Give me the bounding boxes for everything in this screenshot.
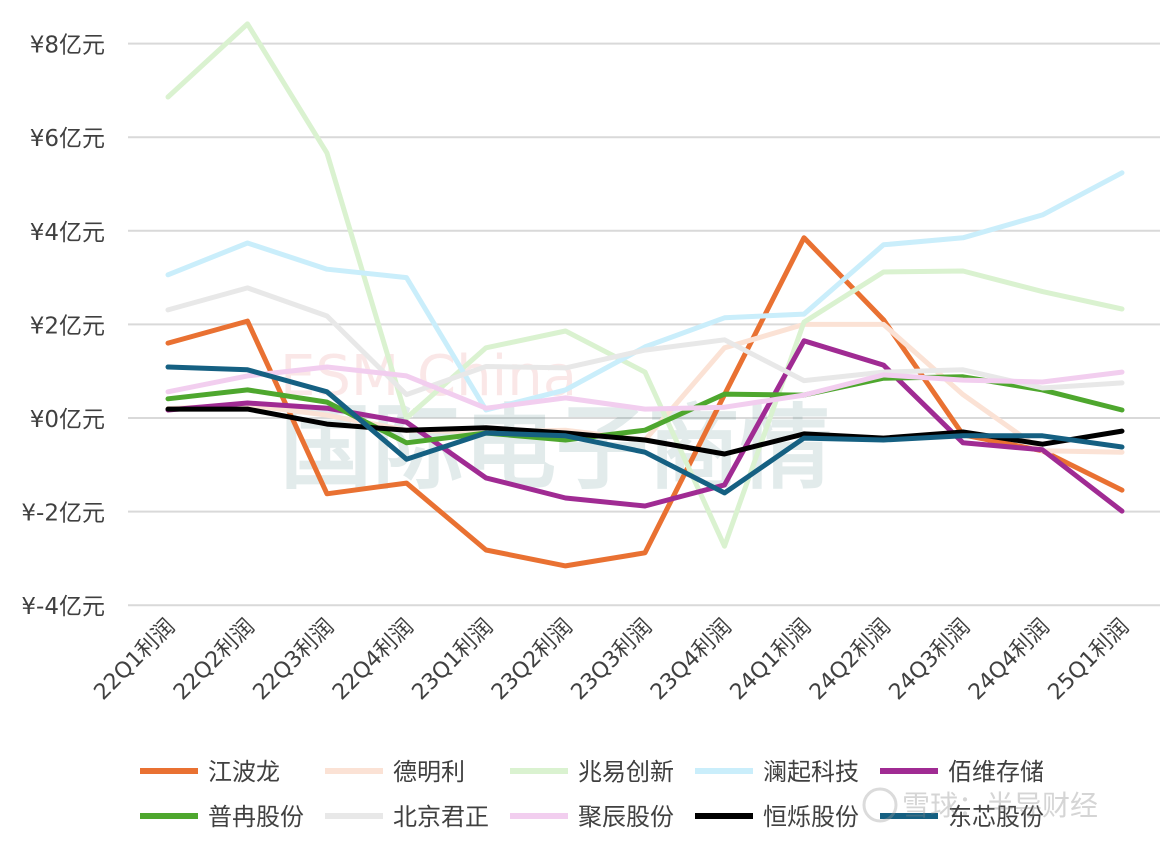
x-tick-label: 24Q3利润 [885, 615, 976, 706]
y-tick-label: ¥-4亿元 [21, 594, 105, 620]
legend-item: 聚辰股份 [510, 803, 674, 831]
series-line-9 [165, 406, 1125, 457]
y-tick-label: ¥4亿元 [30, 220, 105, 246]
x-tick-label: 22Q1利润 [90, 615, 181, 706]
legend-item: 东芯股份 [880, 803, 1044, 831]
legend-label: 聚辰股份 [578, 803, 674, 831]
snowball-logo-icon [862, 787, 898, 823]
legend-item: 普冉股份 [140, 803, 304, 831]
x-tick-label: 22Q2利润 [169, 615, 260, 706]
legend-item: 恒烁股份 [695, 803, 859, 831]
legend-label: 佰维存储 [948, 758, 1044, 786]
series-line-3 [165, 21, 1125, 549]
corner-watermark: 雪球：半导财经 [862, 787, 1098, 823]
x-tick-label: 22Q4利润 [328, 615, 419, 706]
legend-item: 江波龙 [140, 758, 280, 786]
x-axis-ticks: 22Q1利润22Q2利润22Q3利润22Q4利润23Q1利润23Q2利润23Q3… [90, 615, 1135, 706]
legend-label: 恒烁股份 [763, 803, 859, 831]
series-line-4 [165, 170, 1125, 413]
x-tick-label: 23Q2利润 [487, 615, 578, 706]
x-tick-label: 23Q3利润 [567, 615, 658, 706]
x-tick-label: 24Q4利润 [964, 615, 1055, 706]
legend-item: 佰维存储 [880, 758, 1044, 786]
legend-label: 江波龙 [208, 758, 280, 786]
x-tick-label: 25Q1利润 [1044, 615, 1135, 706]
x-tick-label: 24Q1利润 [726, 615, 817, 706]
x-tick-label: 22Q3利润 [249, 615, 340, 706]
legend-item: 北京君正 [325, 803, 489, 831]
x-tick-label: 23Q1利润 [408, 615, 499, 706]
series-line-10 [165, 364, 1125, 496]
legend-item: 澜起科技 [695, 758, 859, 786]
y-tick-label: ¥2亿元 [30, 313, 105, 339]
series-line-7 [165, 285, 1125, 398]
series-line-6 [165, 374, 1125, 446]
y-tick-label: ¥-2亿元 [21, 501, 105, 527]
legend-label: 澜起科技 [763, 758, 859, 786]
y-tick-label: ¥8亿元 [30, 33, 105, 59]
legend-item: 德明利 [325, 758, 465, 786]
legend-label: 北京君正 [393, 803, 489, 831]
corner-watermark-text: 雪球：半导财经 [902, 789, 1098, 822]
legend-label: 普冉股份 [208, 803, 304, 831]
x-tick-label: 23Q4利润 [646, 615, 737, 706]
gridlines [128, 42, 1160, 607]
series-line-8 [165, 364, 1125, 412]
legend-label: 兆易创新 [578, 758, 674, 786]
legend-item: 兆易创新 [510, 758, 674, 786]
series-line-5 [165, 338, 1125, 514]
y-tick-label: ¥0亿元 [30, 407, 105, 433]
y-axis-ticks: ¥8亿元 ¥6亿元 ¥4亿元 ¥2亿元 ¥0亿元 ¥-2亿元 ¥-4亿元 [21, 33, 105, 621]
x-tick-label: 24Q2利润 [805, 615, 896, 706]
legend-label: 德明利 [393, 758, 465, 786]
legend-label: 东芯股份 [948, 803, 1044, 831]
series-lines [165, 21, 1125, 569]
y-tick-label: ¥6亿元 [30, 126, 105, 152]
